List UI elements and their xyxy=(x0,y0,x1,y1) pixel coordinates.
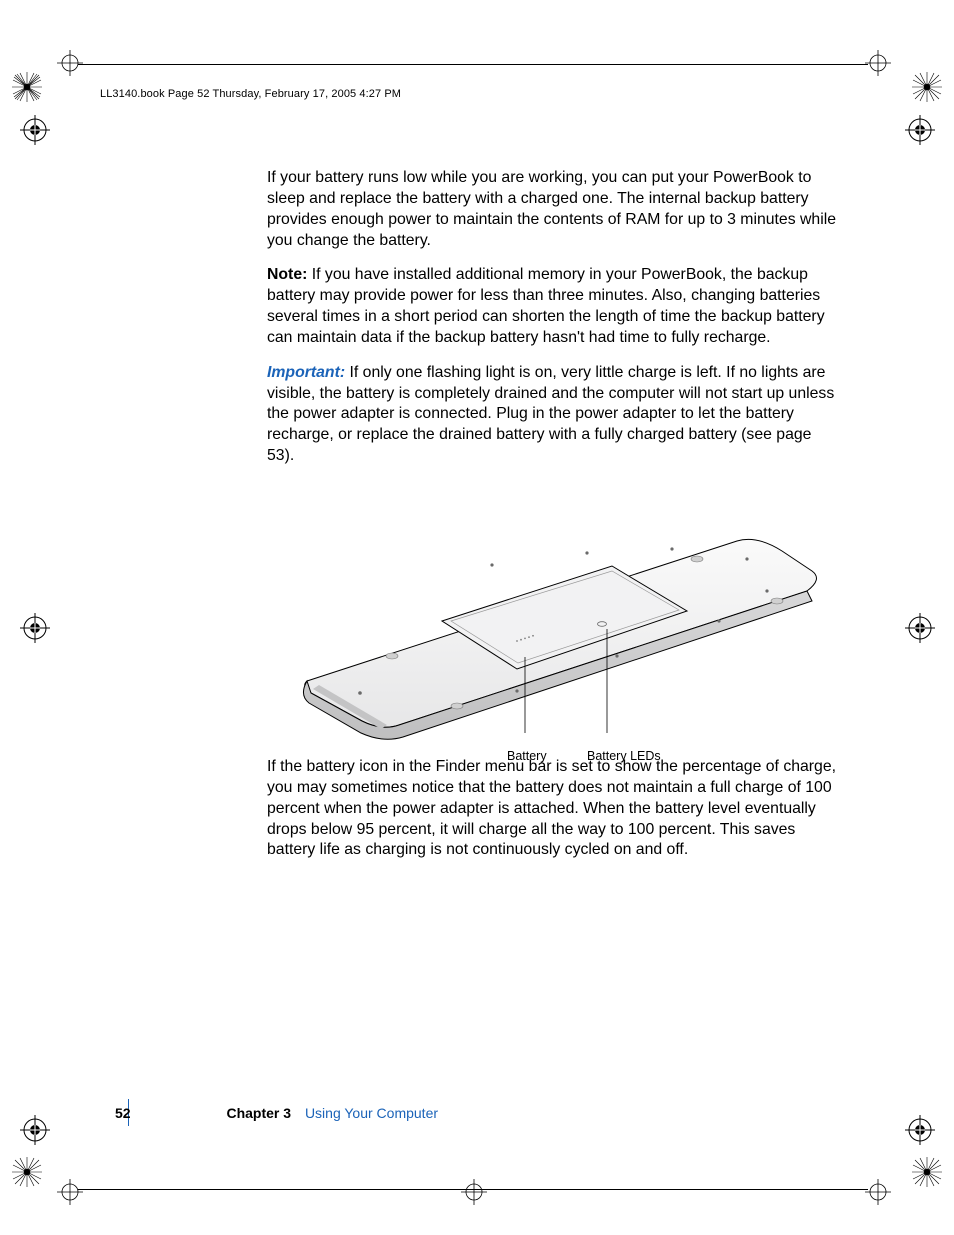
paragraph: If the battery icon in the Finder menu b… xyxy=(267,757,841,861)
crop-line-top xyxy=(78,64,868,65)
starburst-icon xyxy=(910,1155,944,1189)
diagram-labels: Battery Battery LEDs xyxy=(267,748,827,766)
crosshair-icon xyxy=(55,1177,85,1207)
diagram-label-battery: Battery xyxy=(507,748,547,765)
page-footer: 52 Chapter 3 Using Your Computer xyxy=(115,1105,855,1121)
battery-diagram: Battery Battery LEDs xyxy=(267,481,827,741)
paragraph-important: Important: If only one flashing light is… xyxy=(267,363,841,467)
paragraph-text: If only one flashing light is on, very l… xyxy=(267,364,834,464)
paragraph-text: If you have installed additional memory … xyxy=(267,266,825,346)
chapter-title: Using Your Computer xyxy=(305,1105,438,1121)
paragraph: If your battery runs low while you are w… xyxy=(267,168,841,251)
note-label: Note: xyxy=(267,266,307,283)
body-text-area: If your battery runs low while you are w… xyxy=(267,168,841,875)
registration-mark-icon xyxy=(20,115,50,145)
paragraph-note: Note: If you have installed additional m… xyxy=(267,265,841,348)
crosshair-icon xyxy=(863,1177,893,1207)
chapter-label: Chapter 3 xyxy=(226,1105,291,1121)
crosshair-icon xyxy=(55,48,85,78)
registration-mark-icon xyxy=(20,613,50,643)
crosshair-icon xyxy=(863,48,893,78)
running-head: LL3140.book Page 52 Thursday, February 1… xyxy=(100,88,401,100)
page-number: 52 xyxy=(115,1105,131,1121)
diagram-label-leds: Battery LEDs xyxy=(587,748,661,765)
starburst-icon xyxy=(10,70,44,104)
crosshair-icon xyxy=(459,1177,489,1207)
important-label: Important: xyxy=(267,364,345,381)
registration-mark-icon xyxy=(905,1115,935,1145)
registration-mark-icon xyxy=(905,613,935,643)
registration-mark-icon xyxy=(20,1115,50,1145)
page: LL3140.book Page 52 Thursday, February 1… xyxy=(0,0,954,1235)
starburst-icon xyxy=(10,1155,44,1189)
registration-mark-icon xyxy=(905,115,935,145)
starburst-icon xyxy=(910,70,944,104)
